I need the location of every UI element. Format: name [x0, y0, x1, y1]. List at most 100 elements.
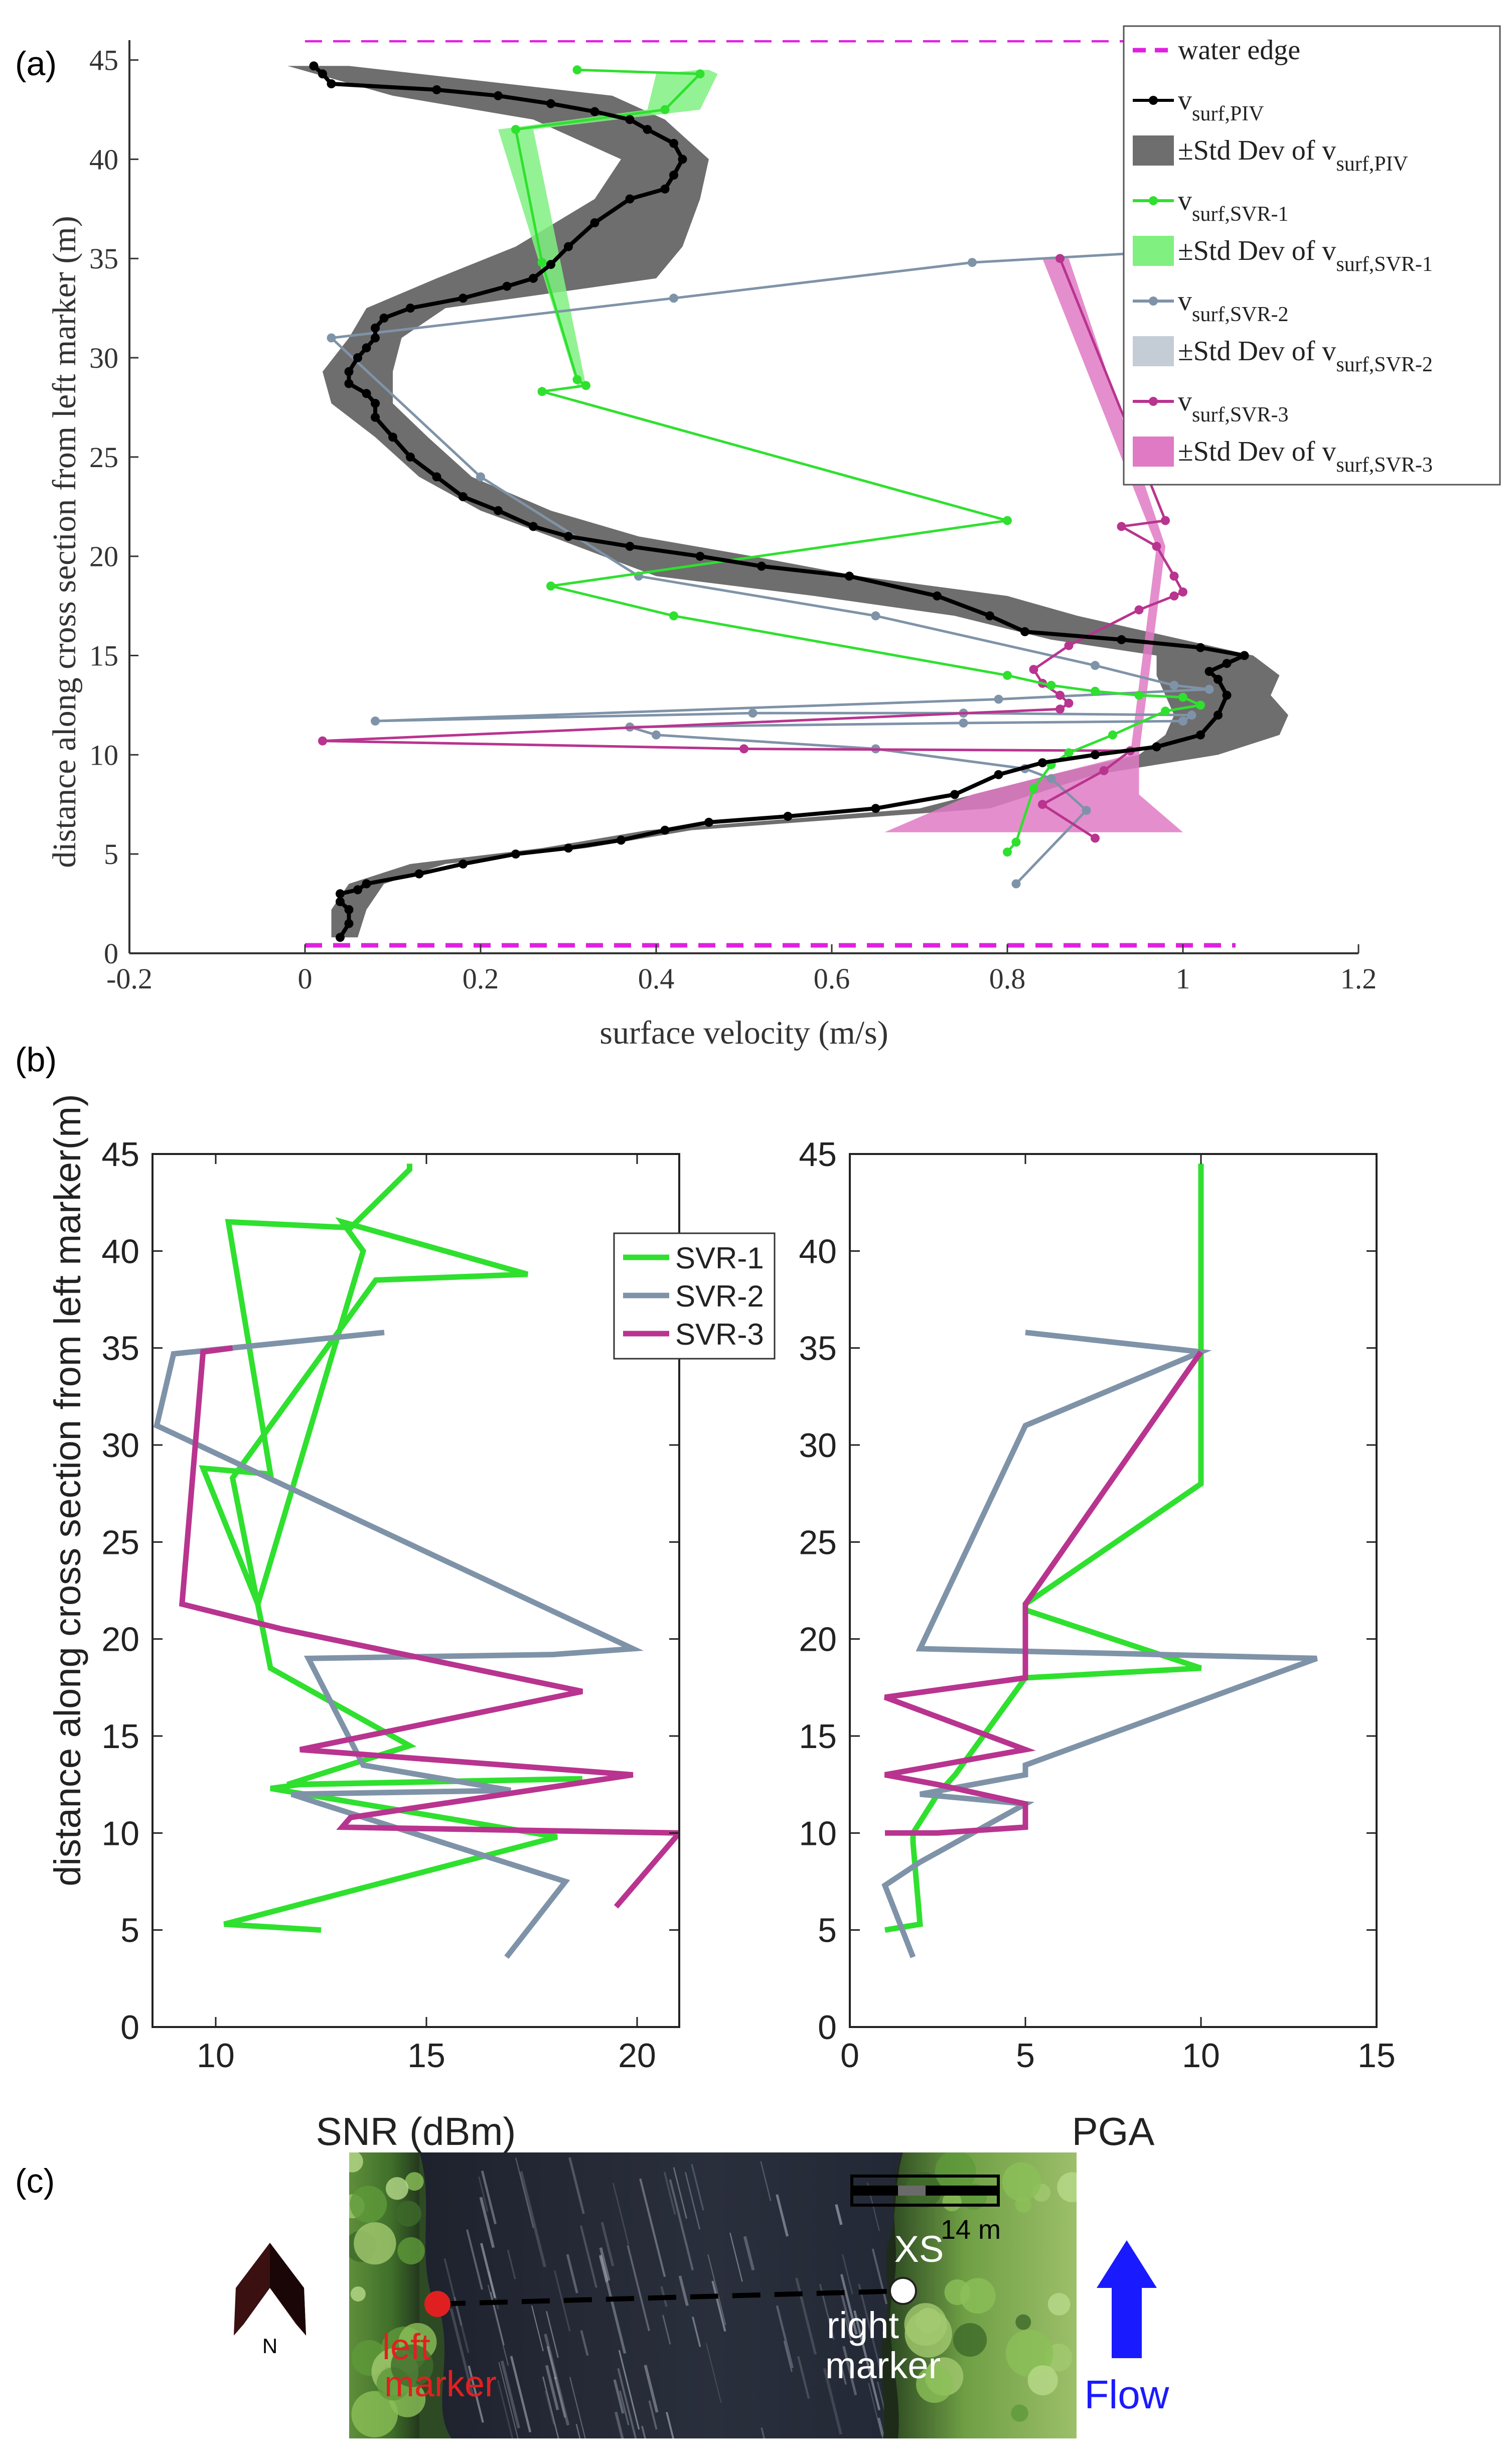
chart-a-legend-box [1123, 25, 1501, 486]
cross-section-line [437, 2288, 903, 2306]
chart-a-point-piv [336, 889, 345, 899]
chart-b-snr: 10 15 20 0 5 10 15 20 25 30 35 40 45 SNR (dBm) dista… [47, 1094, 776, 2153]
chart-a-point-piv [502, 281, 512, 291]
river-ripple [545, 2365, 559, 2410]
chart-a-ytick-label: 45 [89, 44, 118, 77]
chart-a-point-piv [1214, 675, 1223, 684]
river-ripple [487, 2284, 509, 2366]
chart-a-point-svr1 [695, 69, 705, 79]
chart-b-pga-ytick-label: 5 [818, 1912, 837, 1950]
chart-a-point-piv [1020, 627, 1029, 636]
chart-a-point-svr1 [511, 125, 520, 134]
river-ripple [678, 2275, 689, 2306]
chart-a-point-svr1 [1134, 690, 1144, 700]
chart-a-xtick-label: 0 [298, 962, 313, 995]
chart-a-band-piv_band [287, 66, 1288, 938]
river-ripple [685, 2172, 701, 2230]
chart-a-point-svr1 [1178, 692, 1187, 702]
chart-a-point-svr1 [1003, 671, 1012, 680]
chart-a-point-piv [371, 412, 380, 422]
river-ripple [544, 2333, 570, 2426]
chart-a-point-piv [933, 591, 942, 601]
legend-label-svr1: vsurf,SVR-1 [1178, 185, 1289, 226]
chart-a-point-piv [695, 551, 705, 561]
chart-b-legend-label-svr1: SVR-1 [675, 1241, 764, 1275]
chart-b-snr-ytick-label: 25 [101, 1523, 139, 1561]
river-ripple [842, 2254, 853, 2294]
chart-a-point-piv [362, 389, 371, 398]
chart-b-pga-ytick-label: 25 [799, 1523, 837, 1561]
chart-a-point-svr2 [994, 694, 1003, 704]
chart-a-point-piv [678, 155, 687, 164]
river-ripple [614, 2411, 624, 2438]
river-ripple [835, 2204, 843, 2225]
river-ripple [498, 2362, 519, 2438]
chart-a-point-piv [617, 835, 626, 845]
river-ripple [776, 2305, 794, 2369]
chart-b-snr-ytick-label: 15 [101, 1717, 139, 1756]
chart-a-point-piv [388, 432, 397, 442]
north-label: N [262, 2334, 277, 2358]
chart-a-point-svr2 [1178, 716, 1187, 726]
river-ripple [707, 2254, 726, 2326]
chart-a-point-svr1 [546, 582, 555, 591]
legend-swatch-svr1_band [1133, 236, 1174, 266]
chart-a-point-piv [336, 933, 345, 942]
chart-a-point-piv [704, 817, 713, 827]
chart-a-point-piv [1204, 667, 1214, 676]
chart-a-series-svr2 [330, 241, 1324, 885]
chart-a-point-piv [511, 849, 520, 859]
right-marker-label-line2: marker [825, 2345, 941, 2386]
chart-b-ylabel: distance along cross section from left m… [47, 1094, 88, 1886]
chart-b-pga-ytick-label: 10 [799, 1814, 837, 1852]
river-ripple [480, 2243, 497, 2298]
river-ripple [566, 2254, 578, 2293]
river-ripple [500, 2360, 520, 2429]
chart-a-point-piv [494, 506, 503, 515]
legend-marker-svr1 [1149, 196, 1158, 205]
chart-b-snr-xtick-label: 20 [618, 2037, 656, 2075]
chart-a-point-svr2 [1011, 879, 1021, 889]
chart-a-point-svr1 [1091, 686, 1100, 696]
river-ripple [575, 2424, 581, 2438]
chart-a-ytick-label: 40 [89, 143, 118, 176]
legend-label-svr1_band: ±Std Dev of vsurf,SVR-1 [1178, 235, 1433, 276]
chart-a-xlabel: surface velocity (m/s) [599, 1015, 888, 1051]
chart-a-point-piv [757, 561, 766, 571]
river-ripple [663, 2172, 676, 2215]
chart-a-point-piv [459, 859, 468, 869]
chart-a-point-svr2 [652, 730, 661, 740]
chart-a-point-piv [590, 218, 599, 227]
chart-a-point-svr3 [1134, 605, 1144, 615]
chart-a-point-svr1 [1108, 730, 1117, 740]
chart-a-point-piv [362, 343, 371, 353]
chart-a-xtick-label: 0.8 [989, 962, 1026, 995]
left-marker-label-line1: left [382, 2327, 430, 2367]
chart-a-point-svr3 [1099, 766, 1109, 775]
chart-a-xtick-label: 0.4 [638, 962, 675, 995]
river-ripple [479, 2197, 495, 2248]
tree-canopy [351, 2391, 398, 2437]
chart-a-point-piv [344, 379, 354, 388]
chart-b-snr-xlabel: SNR (dBm) [316, 2109, 516, 2153]
chart-a-point-svr3 [1029, 665, 1038, 674]
chart-a-xtick-label: 1.2 [1340, 962, 1377, 995]
chart-a-point-piv [494, 91, 503, 100]
river-ripple [613, 2379, 625, 2414]
left-marker-label-line2: marker [384, 2364, 497, 2404]
chart-b-snr-ytick-label: 35 [101, 1330, 139, 1368]
chart-a-point-piv [643, 125, 652, 134]
chart-a-point-svr1 [660, 105, 670, 114]
chart-a-ytick-label: 30 [89, 342, 118, 374]
chart-a-ytick-label: 5 [104, 838, 118, 871]
tree-canopy [1047, 2293, 1071, 2316]
river-ripple [531, 2305, 544, 2352]
chart-a-point-svr3 [1064, 698, 1074, 708]
chart-a-point-svr2 [327, 333, 336, 343]
river-ripple [839, 2289, 852, 2329]
chart-a-point-piv [564, 242, 573, 251]
chart-b-snr-series-svr3 [179, 1345, 679, 1909]
chart-a-point-svr3 [1161, 516, 1170, 525]
chart-a-ytick-label: 15 [89, 640, 118, 672]
river-ripple [580, 2330, 589, 2356]
